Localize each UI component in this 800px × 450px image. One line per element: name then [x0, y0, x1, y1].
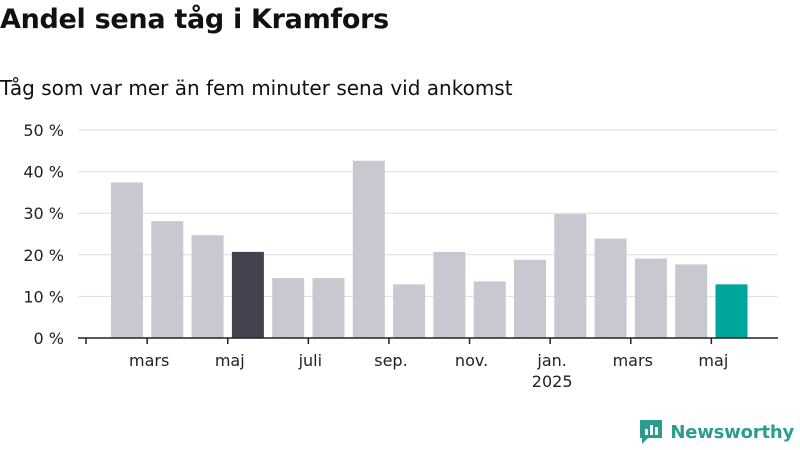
x-tick-label: maj [215, 351, 245, 370]
x-tick-label: jan. [536, 351, 566, 370]
bar[interactable] [393, 284, 426, 338]
newsworthy-brand[interactable]: Newsworthy [638, 418, 794, 446]
chart-subtitle: Tåg som var mer än fem minuter sena vid … [0, 76, 513, 100]
newsworthy-logo-icon [640, 420, 663, 444]
bar[interactable] [272, 278, 305, 338]
y-tick-label: 30 % [23, 204, 64, 223]
bar[interactable] [312, 278, 345, 338]
bar[interactable] [433, 251, 466, 338]
bar[interactable] [514, 259, 546, 338]
y-tick-label: 20 % [23, 246, 64, 265]
bars [111, 160, 748, 338]
bar[interactable] [352, 160, 385, 338]
x-tick-label: juli [298, 351, 322, 370]
bar[interactable] [151, 221, 184, 338]
bar[interactable] [715, 284, 748, 338]
chart-title: Andel sena tåg i Kramfors [0, 4, 389, 35]
bar[interactable] [675, 264, 708, 338]
x-tick-label: maj [698, 351, 728, 370]
bar[interactable] [111, 182, 143, 338]
brand-name: Newsworthy [670, 421, 794, 443]
x-tick-label: nov. [455, 351, 488, 370]
bar[interactable] [554, 214, 587, 338]
bar[interactable] [473, 281, 506, 338]
x-axis: mars maj juli sep. nov. jan. 2025 mars maj [78, 337, 778, 391]
x-tick-sublabel: 2025 [532, 372, 573, 391]
bar[interactable] [634, 258, 667, 338]
bar[interactable] [594, 238, 627, 338]
x-tick-label: mars [129, 351, 169, 370]
bar-chart: mars maj juli sep. nov. jan. 2025 mars maj 0 % 10… [23, 121, 778, 391]
y-axis-labels: 0 % 10 % 20 % 30 % 40 % 50 % [23, 121, 64, 348]
y-tick-label: 50 % [23, 121, 64, 140]
x-tick-label: mars [613, 351, 653, 370]
y-tick-label: 40 % [23, 163, 64, 182]
x-tick-label: sep. [374, 351, 407, 370]
y-tick-label: 0 % [34, 329, 64, 348]
bar[interactable] [191, 235, 224, 338]
y-tick-label: 10 % [23, 287, 64, 306]
bar[interactable] [231, 251, 264, 338]
